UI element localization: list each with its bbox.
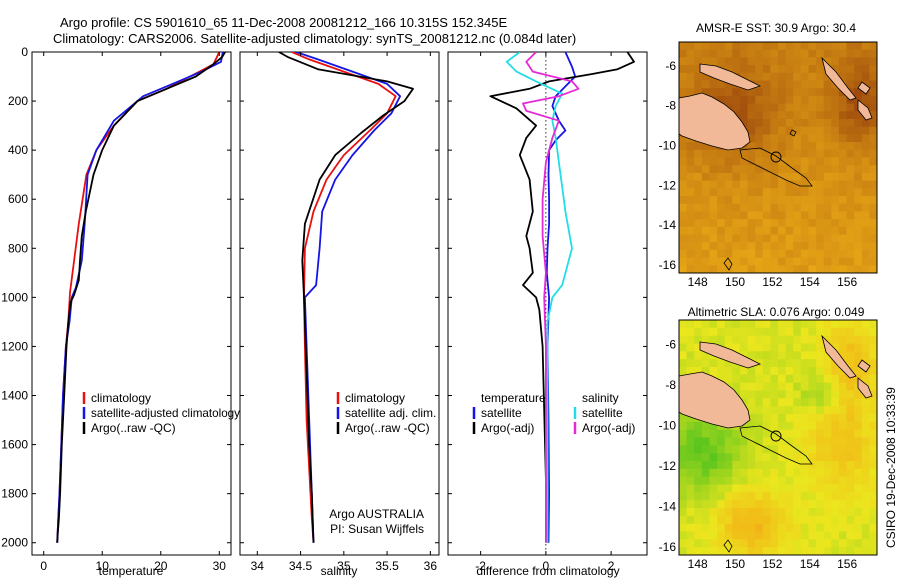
- sst-map-title: AMSR-E SST: 30.9 Argo: 30.4: [696, 21, 856, 35]
- x-tick-label: 0: [40, 559, 47, 573]
- sla-map-title: Altimetric SLA: 0.076 Argo: 0.049: [688, 305, 865, 319]
- y-tick-label: 1800: [1, 487, 28, 501]
- x-tick-label: 36: [424, 559, 438, 573]
- series-line-salinity-argo-adj: [522, 52, 580, 543]
- y-tick-label: 1600: [1, 438, 28, 452]
- legend-difference: temperature satellite Argo(-adj) salinit…: [472, 391, 635, 435]
- series-line-climatology: [291, 52, 397, 543]
- map-x-tick-label: 150: [725, 557, 745, 571]
- map-x-tick-label: 154: [800, 275, 820, 289]
- legend-salinity: climatology satellite adj. clim. Argo(..…: [329, 391, 436, 536]
- map-y-tick-label: -6: [665, 337, 676, 351]
- sla-map: [678, 319, 878, 556]
- legend-heading-salinity: salinity: [582, 391, 619, 405]
- map-y-tick-label: -10: [659, 139, 677, 153]
- map-x-tick-label: 154: [800, 557, 820, 571]
- map-y-tick-label: -14: [659, 218, 677, 232]
- map-y-tick-label: -8: [665, 99, 676, 113]
- figure-title: Argo profile: CS 5901610_65 11-Dec-2008 …: [60, 15, 507, 30]
- series-line-temperature-argo-adj: [489, 52, 635, 543]
- x-tick-label: 34: [251, 559, 265, 573]
- x-tick-label: -2: [475, 559, 486, 573]
- y-tick-label: 1400: [1, 389, 28, 403]
- map-x-tick-label: 148: [688, 557, 708, 571]
- sla-land: [679, 334, 873, 553]
- legend-entry: Argo(..raw -QC): [345, 421, 430, 435]
- legend-entry: Argo(-adj): [481, 421, 534, 435]
- axis-ticks: 0 10 20 30020040060080010001200140016001800…: [1, 45, 857, 573]
- side-timestamp: CSIRO 19-Dec-2008 10:33:39: [884, 387, 898, 548]
- map-y-tick-label: -12: [659, 178, 677, 192]
- map-y-tick-label: -14: [659, 499, 677, 513]
- x-tick-label: 0: [543, 559, 550, 573]
- map-y-tick-label: -12: [659, 459, 677, 473]
- map-x-tick-label: 150: [725, 275, 745, 289]
- legend-entry: climatology: [91, 391, 151, 405]
- salinity-panel: [239, 51, 440, 556]
- difference-panel: [447, 51, 648, 556]
- argo-location-marker: [770, 151, 782, 163]
- x-tick-label: 35: [337, 559, 351, 573]
- x-tick-label: 30: [213, 559, 227, 573]
- x-axis-label-salinity: salinity: [321, 564, 358, 578]
- annotation-pi: PI: Susan Wijffels: [330, 522, 424, 536]
- map-x-tick-label: 148: [688, 275, 708, 289]
- legend-entry: satellite adj. clim.: [345, 406, 436, 420]
- legend-entry: satellite: [582, 406, 623, 420]
- map-y-tick-label: -16: [659, 258, 677, 272]
- legend-entry: Argo(-adj): [582, 421, 635, 435]
- legend-entry: Argo(..raw -QC): [91, 421, 176, 435]
- x-tick-label: 35.5: [375, 559, 399, 573]
- legend-entry: satellite-adjusted climatology: [91, 406, 240, 420]
- y-tick-label: 1200: [1, 339, 28, 353]
- legend-temperature: climatology satellite-adjusted climatolo…: [82, 391, 240, 435]
- x-axis-label-temperature: temperature: [99, 564, 164, 578]
- sst-map: [678, 41, 878, 274]
- series-line-argo-raw-qc: [56, 52, 226, 543]
- series-line-salinity-satellite: [505, 52, 573, 543]
- x-tick-label: 20: [154, 559, 168, 573]
- y-tick-label: 2000: [1, 536, 28, 550]
- map-y-tick-label: -16: [659, 540, 677, 554]
- temperature-panel: [31, 51, 232, 556]
- x-tick-label: 2: [608, 559, 615, 573]
- series-line-satellite-adj-clim: [295, 52, 402, 543]
- map-x-tick-label: 152: [762, 275, 782, 289]
- y-tick-label: 800: [8, 241, 28, 255]
- figure-subtitle: Climatology: CARS2006. Satellite-adjuste…: [53, 31, 576, 46]
- series-line-argo-raw-qc: [278, 52, 414, 543]
- y-tick-label: 200: [8, 94, 28, 108]
- sst-field: [679, 42, 877, 273]
- x-tick-label: 34.5: [289, 559, 313, 573]
- temperature-series: [56, 52, 226, 543]
- y-tick-label: 0: [21, 45, 28, 59]
- map-x-tick-label: 152: [762, 557, 782, 571]
- sla-field: [679, 320, 877, 555]
- map-y-tick-label: -8: [665, 378, 676, 392]
- argo-location-marker: [770, 430, 782, 442]
- sst-land: [679, 56, 873, 271]
- y-tick-label: 1000: [1, 290, 28, 304]
- legend-heading-temperature: temperature: [481, 391, 546, 405]
- series-line-satellite-adjusted-climatology: [56, 52, 224, 543]
- map-x-tick-label: 156: [837, 557, 857, 571]
- legend-entry: climatology: [345, 391, 405, 405]
- series-line-climatology: [56, 52, 221, 543]
- legend-entry: satellite: [481, 406, 522, 420]
- y-tick-label: 600: [8, 192, 28, 206]
- annotation-argo-australia: Argo AUSTRALIA: [329, 507, 424, 521]
- x-tick-label: 10: [96, 559, 110, 573]
- map-y-tick-label: -6: [665, 59, 676, 73]
- salinity-series: [278, 52, 414, 543]
- series-line-temperature-satellite: [545, 52, 577, 543]
- map-y-tick-label: -10: [659, 418, 677, 432]
- map-x-tick-label: 156: [837, 275, 857, 289]
- difference-series: [489, 52, 635, 555]
- x-axis-label-difference: difference from climatology: [476, 564, 619, 578]
- y-tick-label: 400: [8, 143, 28, 157]
